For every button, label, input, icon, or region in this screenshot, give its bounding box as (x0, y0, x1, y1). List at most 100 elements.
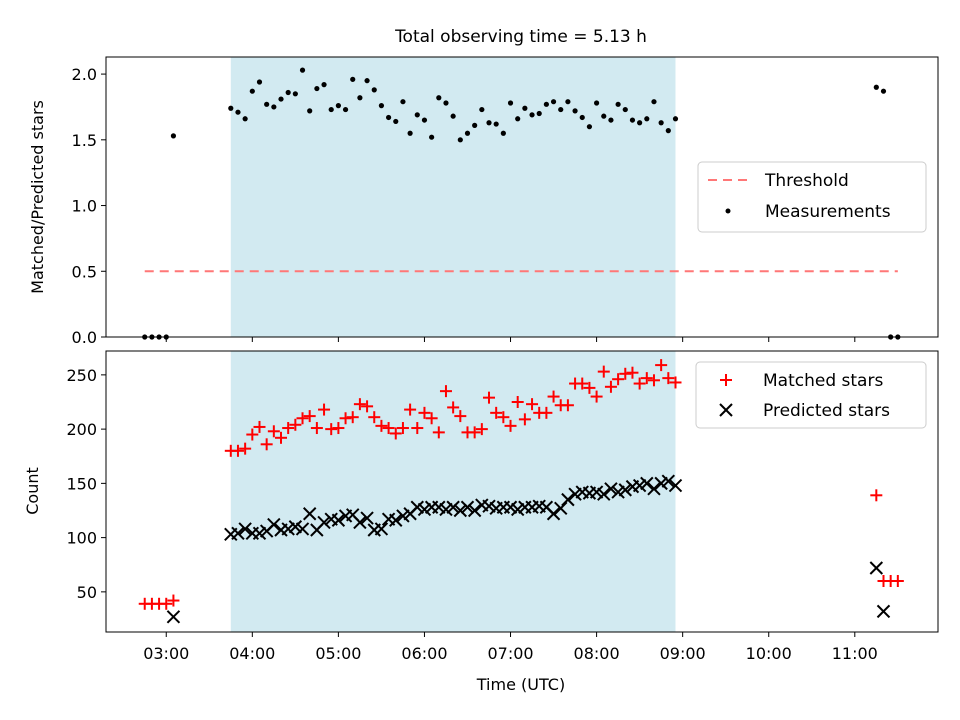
measurement-point (651, 99, 657, 105)
matched-star-point (361, 400, 374, 413)
predicted-star-point (869, 561, 884, 575)
x-tick-label: 09:00 (660, 644, 706, 663)
predicted-star-point (295, 522, 310, 536)
measurement-point (515, 116, 521, 122)
matched-star-point (396, 422, 409, 435)
matched-star-point (411, 422, 424, 435)
measurement-point (493, 121, 499, 127)
matched-star-point (597, 365, 610, 378)
matched-star-point (231, 444, 244, 457)
count-points (138, 359, 904, 624)
measurement-point (429, 134, 435, 140)
matched-star-point (332, 422, 345, 435)
measurement-point (622, 106, 628, 113)
measurement-point (278, 96, 284, 102)
measurement-point (407, 130, 413, 136)
predicted-star-point (597, 487, 611, 501)
measurement-point (371, 87, 377, 93)
measurement-point (536, 110, 542, 117)
matched-star-point (504, 419, 517, 432)
measurement-point (601, 113, 607, 119)
matched-star-point (246, 428, 259, 441)
measurement-point (873, 84, 879, 90)
predicted-star-point (467, 503, 482, 518)
measurement-point (228, 105, 234, 111)
top-panel: Total observing time = 5.13 h 0.0 0.5 1.0 1… (28, 27, 939, 347)
measurement-point (307, 108, 313, 114)
measurement-point (629, 117, 636, 123)
measurement-point (615, 101, 621, 107)
matched-star-point (626, 366, 639, 379)
matched-star-point (346, 411, 359, 424)
measurement-point (529, 112, 535, 118)
matched-star-point (432, 426, 445, 439)
measurement-point (658, 120, 664, 126)
matched-star-point (583, 381, 596, 394)
measurement-point (314, 85, 320, 92)
matched-star-point (167, 594, 180, 607)
predicted-star-point (618, 483, 632, 497)
matched-star-point (655, 359, 668, 372)
measurement-point (637, 120, 643, 126)
predicted-star-point (661, 474, 676, 488)
matched-star-point (612, 373, 625, 386)
matched-star-point (454, 410, 467, 423)
measurement-point (486, 120, 492, 126)
matched-star-point (439, 385, 452, 398)
predicted-star-point (453, 503, 468, 518)
predicted-star-point (876, 604, 891, 619)
predicted-star-point (238, 522, 252, 536)
matched-star-point (289, 418, 302, 431)
matched-star-point (518, 413, 531, 426)
matched-star-point (310, 422, 323, 435)
measurement-point (550, 99, 557, 105)
matched-star-point (389, 427, 402, 440)
y-tick-label: 0.5 (72, 262, 97, 281)
matched-star-point (576, 377, 589, 390)
matched-star-point (239, 442, 252, 455)
matched-star-point (160, 597, 173, 610)
y-tick-label: 50 (77, 583, 97, 602)
measurement-point (644, 116, 650, 122)
measurement-point (364, 78, 370, 84)
measurement-point (414, 112, 420, 118)
matched-star-point (540, 406, 553, 419)
measurement-point (292, 91, 298, 97)
predicted-star-point (317, 515, 331, 530)
measurement-point (264, 101, 270, 107)
x-tick-label: 07:00 (487, 644, 533, 663)
measurement-point (235, 109, 241, 115)
x-tick-label: 06:00 (401, 644, 447, 663)
measurement-point (436, 95, 442, 101)
predicted-star-point (640, 476, 654, 491)
y-tick-label: 200 (66, 420, 97, 439)
y-tick-label: 100 (66, 529, 97, 548)
predicted-star-point (554, 501, 568, 516)
matched-star-point (339, 412, 352, 425)
matched-star-point (475, 423, 488, 436)
measurement-point (385, 114, 392, 121)
y-tick-label: 1.0 (72, 197, 97, 216)
predicted-star-point (267, 517, 281, 532)
y-tick-label: 250 (66, 366, 97, 385)
y-tick-label: 1.5 (72, 131, 97, 150)
predicted-star-point (389, 513, 403, 527)
matched-star-point (375, 419, 388, 432)
matched-star-point (633, 377, 646, 390)
legend-matched-swatch (720, 374, 732, 386)
matched-star-point (260, 438, 273, 451)
matched-star-point (325, 423, 338, 436)
measurement-point (672, 116, 679, 122)
y-tick-label: 2.0 (72, 65, 97, 84)
predicted-star-point (561, 492, 575, 507)
legend-predicted-swatch (719, 403, 733, 417)
legend-threshold-label: Threshold (764, 171, 849, 191)
measurement-point (342, 106, 349, 113)
measurement-point (665, 128, 671, 134)
matched-star-point (282, 422, 295, 435)
legend-measurements-swatch (725, 208, 731, 214)
measurement-point (565, 99, 571, 105)
measurement-point (608, 117, 614, 123)
matched-star-point (511, 395, 524, 408)
y-tick-label: 0.0 (72, 328, 97, 347)
